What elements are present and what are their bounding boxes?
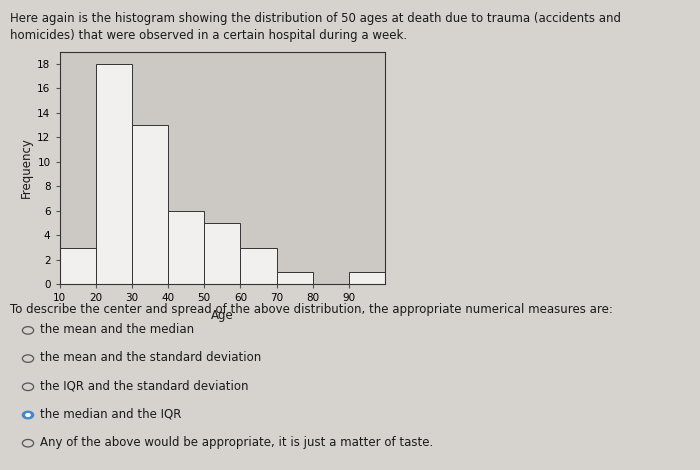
Text: the median and the IQR: the median and the IQR <box>40 407 181 421</box>
Text: the mean and the standard deviation: the mean and the standard deviation <box>40 351 261 364</box>
Bar <box>204 223 240 284</box>
Text: the mean and the median: the mean and the median <box>40 323 194 336</box>
Bar <box>349 272 385 284</box>
Text: Here again is the histogram showing the distribution of 50 ages at death due to : Here again is the histogram showing the … <box>10 12 622 42</box>
Bar <box>168 211 204 284</box>
Bar <box>240 248 276 284</box>
Text: Any of the above would be appropriate, it is just a matter of taste.: Any of the above would be appropriate, i… <box>40 436 433 449</box>
Text: the IQR and the standard deviation: the IQR and the standard deviation <box>40 379 248 392</box>
Bar <box>276 272 313 284</box>
Text: To describe the center and spread of the above distribution, the appropriate num: To describe the center and spread of the… <box>10 303 613 316</box>
Bar <box>132 125 168 284</box>
Bar <box>96 64 132 284</box>
Bar <box>60 248 96 284</box>
X-axis label: Age: Age <box>211 309 234 322</box>
Y-axis label: Frequency: Frequency <box>20 138 33 198</box>
